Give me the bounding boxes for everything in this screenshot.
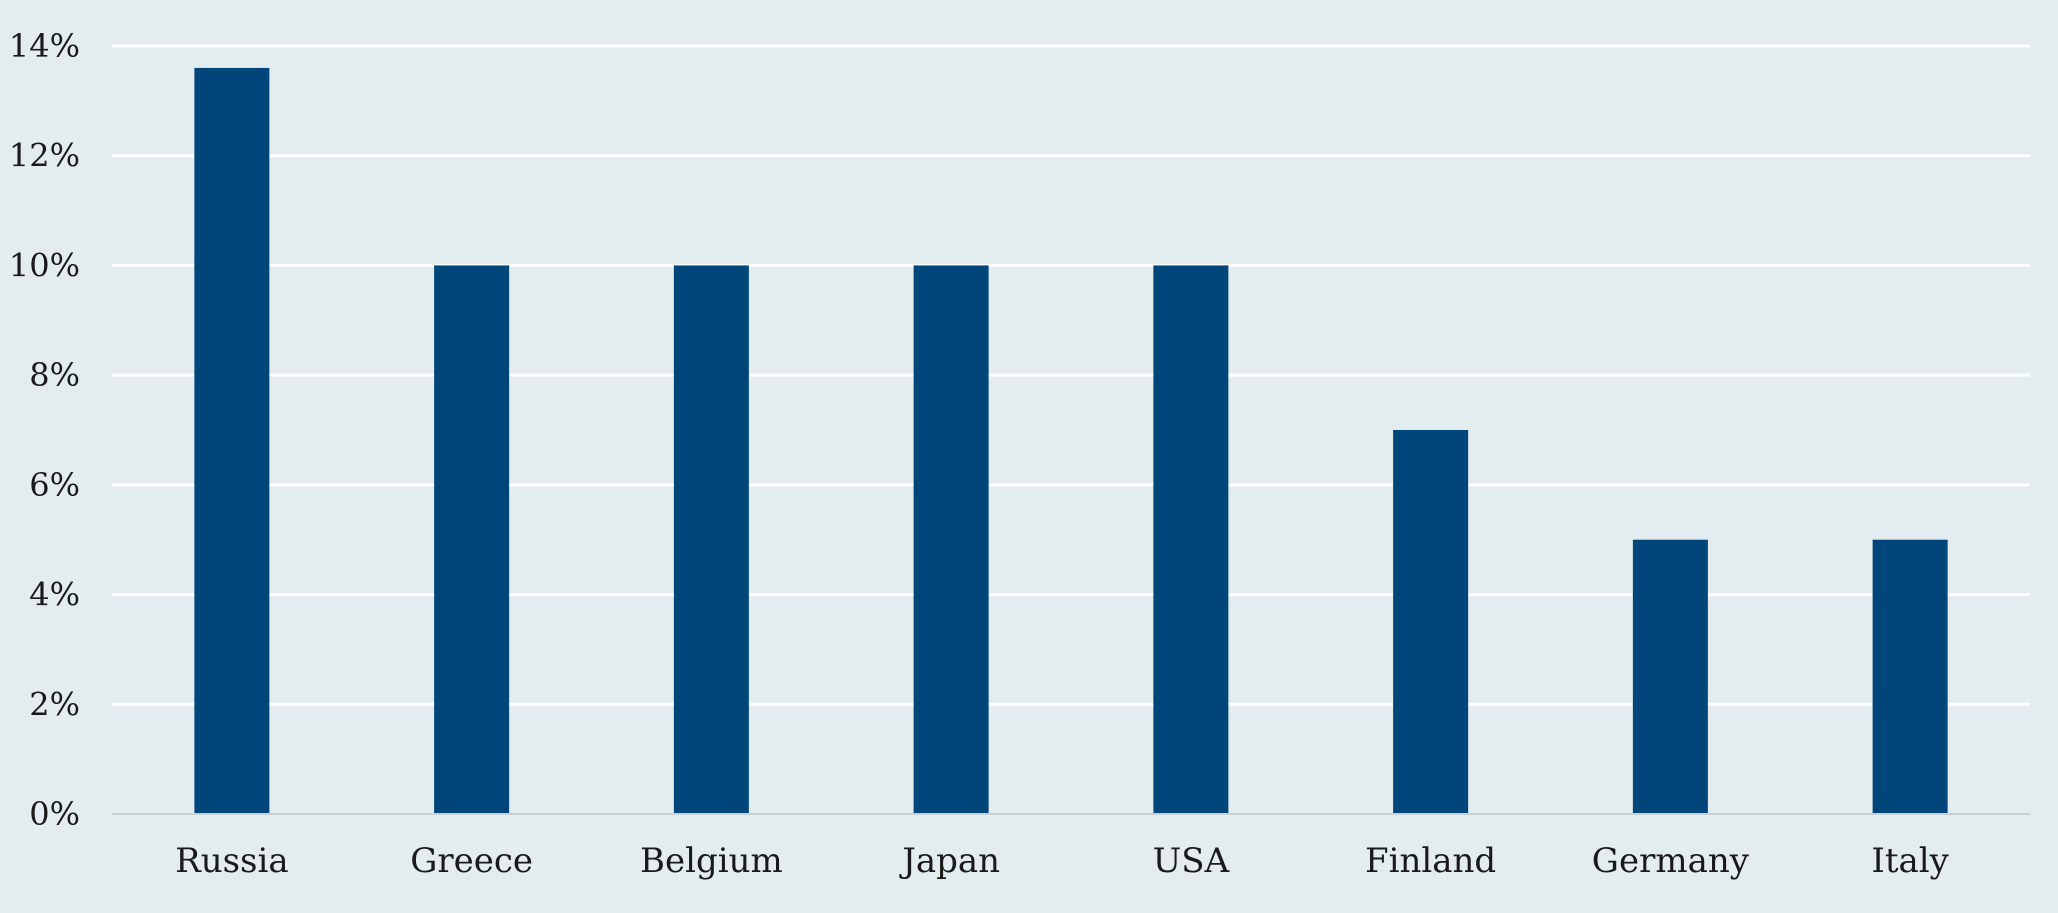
y-axis: 0% 2% 4% 6% 8% 10% 12% 14% xyxy=(9,27,80,833)
bar-finland xyxy=(1393,430,1469,814)
bar-usa xyxy=(1153,265,1229,814)
y-tick-label: 2% xyxy=(29,685,80,723)
x-tick-label: Germany xyxy=(1592,841,1750,881)
y-tick-label: 10% xyxy=(9,246,80,284)
y-tick-label: 12% xyxy=(9,137,80,175)
gridlines xyxy=(112,44,2030,706)
bars xyxy=(194,67,1948,814)
bar-japan xyxy=(913,265,989,814)
x-tick-label: Russia xyxy=(175,841,289,881)
x-tick-label: Italy xyxy=(1871,841,1949,881)
y-tick-label: 4% xyxy=(29,576,80,614)
y-tick-label: 6% xyxy=(29,466,80,504)
x-tick-label: USA xyxy=(1153,841,1230,881)
x-tick-label: Greece xyxy=(410,841,533,881)
bar-belgium xyxy=(673,265,749,814)
bar-greece xyxy=(434,265,510,814)
bar-germany xyxy=(1632,539,1708,814)
bar-italy xyxy=(1872,539,1948,814)
x-axis: Russia Greece Belgium Japan USA Finland German… xyxy=(112,813,2030,881)
bar-russia xyxy=(194,67,270,814)
x-tick-label: Belgium xyxy=(640,841,783,881)
y-tick-label: 8% xyxy=(29,356,80,394)
x-tick-label: Japan xyxy=(899,841,1000,881)
y-tick-label: 0% xyxy=(29,795,80,833)
x-tick-label: Finland xyxy=(1365,841,1496,881)
y-tick-label: 14% xyxy=(9,27,80,65)
